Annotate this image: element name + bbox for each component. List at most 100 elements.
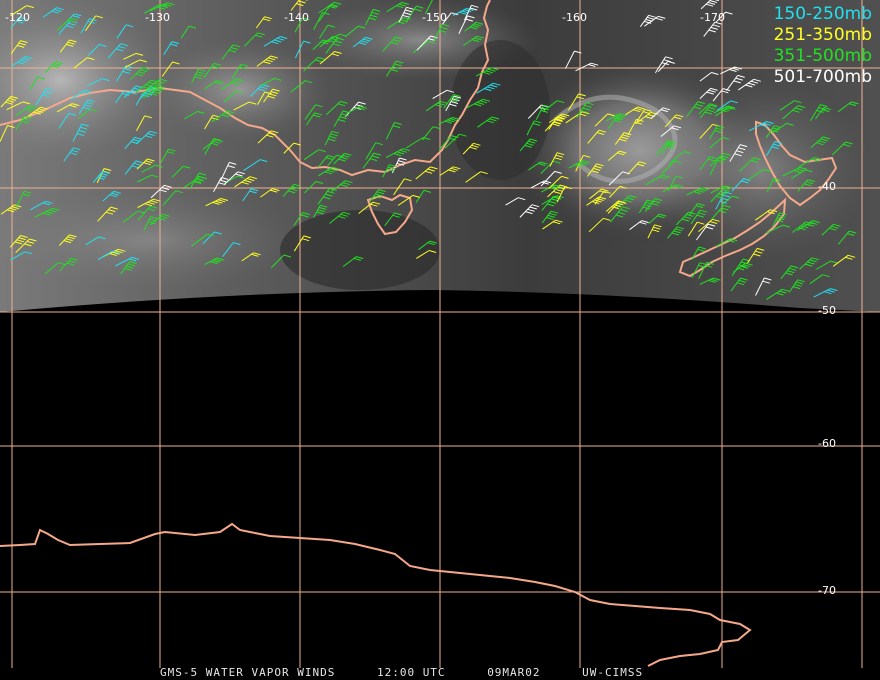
wind-barb: [519, 138, 538, 152]
wind-barb: [161, 61, 180, 77]
wind-barb: [0, 204, 22, 215]
wind-barb: [294, 17, 310, 33]
wind-barb: [556, 186, 572, 203]
wind-barb: [42, 7, 64, 18]
wind-barb: [270, 254, 292, 268]
wind-barb: [695, 223, 716, 241]
wind-barb: [651, 107, 671, 119]
wind-barb: [312, 204, 328, 219]
latitude-label: -40: [818, 180, 836, 193]
wind-barb: [391, 157, 407, 174]
wind-barb: [213, 177, 229, 193]
wind-barb: [162, 190, 183, 206]
wind-barb: [746, 247, 765, 265]
wind-barb: [710, 204, 731, 221]
wind-barb: [85, 236, 106, 246]
wind-barb: [709, 156, 727, 176]
wind-barb: [29, 76, 45, 91]
product-name: GMS-5 WATER VAPOR WINDS: [160, 666, 336, 679]
wind-barb: [283, 142, 301, 154]
wind-barb: [686, 187, 710, 196]
wind-barb: [438, 135, 459, 151]
wind-barb: [10, 16, 27, 29]
wind-barb: [530, 180, 552, 189]
wind-barb: [463, 35, 485, 46]
wind-barb: [144, 78, 168, 91]
wind-barb: [415, 189, 432, 203]
wind-barb: [609, 206, 630, 223]
wind-barb: [135, 79, 159, 93]
wind-barb: [699, 156, 717, 171]
wind-barb: [290, 80, 313, 93]
wind-barb: [243, 159, 268, 172]
antarctica-coastline: [0, 522, 752, 667]
wind-barb: [782, 105, 806, 120]
wind-barb: [780, 265, 799, 280]
longitude-label: -130: [145, 11, 170, 24]
wind-barb: [224, 90, 244, 103]
wind-barb: [319, 51, 342, 65]
legend-item-351-500mb: 351-500mb: [773, 46, 872, 66]
wind-barb: [443, 94, 461, 109]
wind-barb: [136, 158, 155, 170]
wind-barb: [731, 178, 751, 192]
wind-barb: [303, 149, 326, 161]
wind-barb: [755, 277, 772, 296]
wind-barb: [700, 104, 718, 119]
wind-barb: [58, 112, 77, 129]
wind-barb: [639, 14, 656, 27]
wind-barb: [476, 82, 501, 94]
wind-barb: [647, 224, 662, 239]
wind-barb: [234, 176, 258, 188]
wind-barb: [171, 165, 191, 178]
wind-barb: [365, 8, 381, 26]
longitude-label: -120: [5, 11, 30, 24]
wind-barb: [205, 198, 229, 207]
wind-barb: [821, 223, 841, 236]
wind-barb: [183, 110, 205, 120]
wind-barb: [15, 105, 38, 116]
wind-barb: [256, 55, 278, 67]
wind-barb: [189, 172, 207, 190]
wind-barb: [528, 161, 548, 171]
wind-barb: [257, 130, 279, 144]
wind-barb: [655, 140, 676, 156]
tasmania-coastline: [366, 193, 414, 236]
wind-barb: [738, 157, 761, 173]
wind-barb: [282, 183, 302, 197]
wind-barb: [433, 23, 450, 42]
wind-barb: [710, 185, 733, 194]
wind-barb: [686, 101, 706, 117]
wind-barb: [163, 41, 180, 56]
wind-barb: [294, 40, 311, 59]
wind-barb: [386, 1, 409, 13]
wind-barb: [85, 15, 103, 31]
wind-barb: [609, 185, 628, 198]
wind-barb: [749, 121, 774, 132]
wind-barb: [78, 99, 95, 114]
wind-barb: [10, 40, 28, 55]
wind-barb: [462, 142, 481, 155]
wind-barb: [814, 107, 831, 120]
wind-barb: [526, 120, 542, 136]
wind-barb: [397, 194, 420, 206]
wind-barb: [432, 89, 455, 100]
wind-barb: [263, 88, 280, 103]
wind-barb: [644, 198, 663, 212]
wind-barb: [244, 32, 265, 47]
wind-barb: [519, 204, 540, 218]
wind-barb: [837, 230, 857, 245]
wind-barb: [587, 129, 607, 144]
wind-barb: [608, 171, 630, 186]
wind-barb: [791, 169, 813, 179]
footer-caption: GMS-5 WATER VAPOR WINDS 12:00 UTC 09MAR0…: [160, 666, 860, 679]
wind-barb: [115, 256, 140, 267]
wind-barb: [124, 160, 143, 175]
wind-barb: [831, 141, 853, 156]
wind-barb: [15, 115, 32, 131]
wind-barb: [331, 180, 353, 192]
wind-barb: [809, 274, 830, 285]
legend-item-501-700mb: 501-700mb: [773, 67, 872, 87]
wind-barb: [115, 90, 131, 104]
